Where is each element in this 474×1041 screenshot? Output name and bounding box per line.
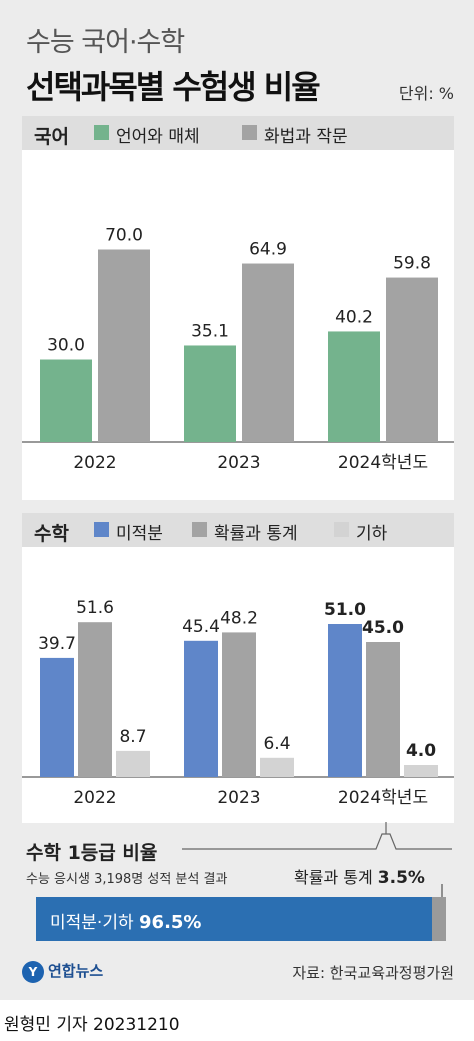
data-label-1-2: 59.8 [393, 254, 431, 274]
bar-1-1 [242, 263, 294, 442]
korean-chart: 30.0 70.0 2022 35.1 64.9 2023 40.2 59.8 2024학년도 [22, 226, 454, 473]
grade1-main-value: 96.5% [139, 912, 202, 933]
bar-0-1 [184, 345, 236, 442]
legend-label-probability: 확률과 통계 [214, 524, 298, 544]
bar-0-1 [184, 640, 218, 777]
data-label-2-2: 4.0 [406, 741, 436, 761]
grade1-prob-value: 3.5% [377, 868, 425, 888]
grade1-note: 수능 응시생 3,198명 성적 분석 결과 [26, 872, 228, 887]
category-label-0: 2022 [73, 788, 116, 808]
bar-0-2 [328, 624, 362, 777]
legend-label-calculus: 미적분 [116, 524, 163, 544]
grade1-main-label: 미적분·기하 96.5% [50, 908, 201, 933]
data-label-0-2: 40.2 [335, 307, 373, 327]
credit-line: 원형민 기자 20231210 [4, 1015, 180, 1035]
data-label-0-0: 30.0 [47, 336, 85, 356]
data-label-1-0: 51.6 [76, 598, 114, 618]
legend-swatch-media [94, 125, 109, 140]
grade1-connector [182, 822, 452, 850]
bar-0-0 [40, 359, 92, 442]
data-label-1-1: 48.2 [220, 608, 258, 628]
legend-label-speech: 화법과 작문 [264, 127, 348, 147]
grade1-title: 수학 1등급 비율 [26, 842, 158, 864]
data-label-1-1: 64.9 [249, 240, 287, 260]
bar-1-0 [78, 622, 112, 777]
source-label: 자료: 한국교육과정평가원 [292, 964, 454, 982]
category-label-1: 2023 [217, 788, 260, 808]
bar-2-1 [260, 757, 294, 777]
data-label-1-2: 45.0 [362, 618, 404, 638]
math-legend: 수학 미적분 확률과 통계 기하 [22, 513, 454, 547]
math-chart: 39.751.6 8.7 2022 45.4 48.2 6.4 2023 51.045.0 4.… [22, 598, 454, 808]
bar-2-2 [404, 765, 438, 777]
grade1-prob-name: 확률과 통계 [294, 868, 373, 887]
data-label-1-0: 70.0 [105, 226, 143, 246]
legend-label-media: 언어와 매체 [116, 127, 200, 147]
data-label-0-0: 39.7 [38, 634, 76, 654]
logo-text: 연합뉴스 [48, 962, 104, 980]
category-label-0: 2022 [73, 453, 116, 473]
legend-swatch-probability [192, 522, 207, 537]
yonhap-logo: Y 연합뉴스 [22, 960, 103, 983]
data-label-2-1: 6.4 [263, 734, 290, 754]
legend-swatch-calculus [94, 522, 109, 537]
data-label-0-1: 35.1 [191, 321, 229, 341]
infographic-card: 수능 국어·수학 선택과목별 수험생 비율 단위: % 국어 언어와 매체 화법… [0, 0, 474, 1000]
grade1-prob-label: 확률과 통계 3.5% [294, 864, 425, 888]
korean-legend: 국어 언어와 매체 화법과 작문 [22, 116, 454, 150]
page-title: 선택과목별 수험생 비율 [26, 68, 321, 106]
category-label-2: 2024학년도 [338, 788, 428, 808]
grade1-prob-segment [432, 897, 446, 941]
unit-label: 단위: % [398, 84, 454, 103]
legend-swatch-speech [242, 125, 257, 140]
data-label-0-1: 45.4 [182, 617, 220, 637]
grade1-stacked-bar: 미적분·기하 96.5% [36, 897, 446, 941]
math-legend-title: 수학 [34, 523, 69, 545]
legend-label-geometry: 기하 [356, 524, 388, 544]
bar-1-1 [222, 632, 256, 777]
bar-1-2 [366, 642, 400, 777]
bar-1-0 [98, 249, 150, 442]
data-label-0-2: 51.0 [324, 600, 366, 620]
bar-0-0 [40, 657, 74, 777]
bar-2-0 [116, 750, 150, 777]
bar-1-2 [386, 277, 438, 442]
grade1-main-name: 미적분·기하 [50, 913, 134, 933]
bar-0-2 [328, 331, 380, 442]
category-label-1: 2023 [217, 453, 260, 473]
korean-legend-title: 국어 [34, 126, 69, 148]
data-label-2-0: 8.7 [119, 727, 146, 747]
category-label-2: 2024학년도 [338, 453, 428, 473]
globe-icon: Y [22, 960, 44, 983]
korean-panel [22, 116, 454, 500]
subtitle: 수능 국어·수학 [26, 27, 185, 58]
legend-swatch-geometry [334, 522, 349, 537]
